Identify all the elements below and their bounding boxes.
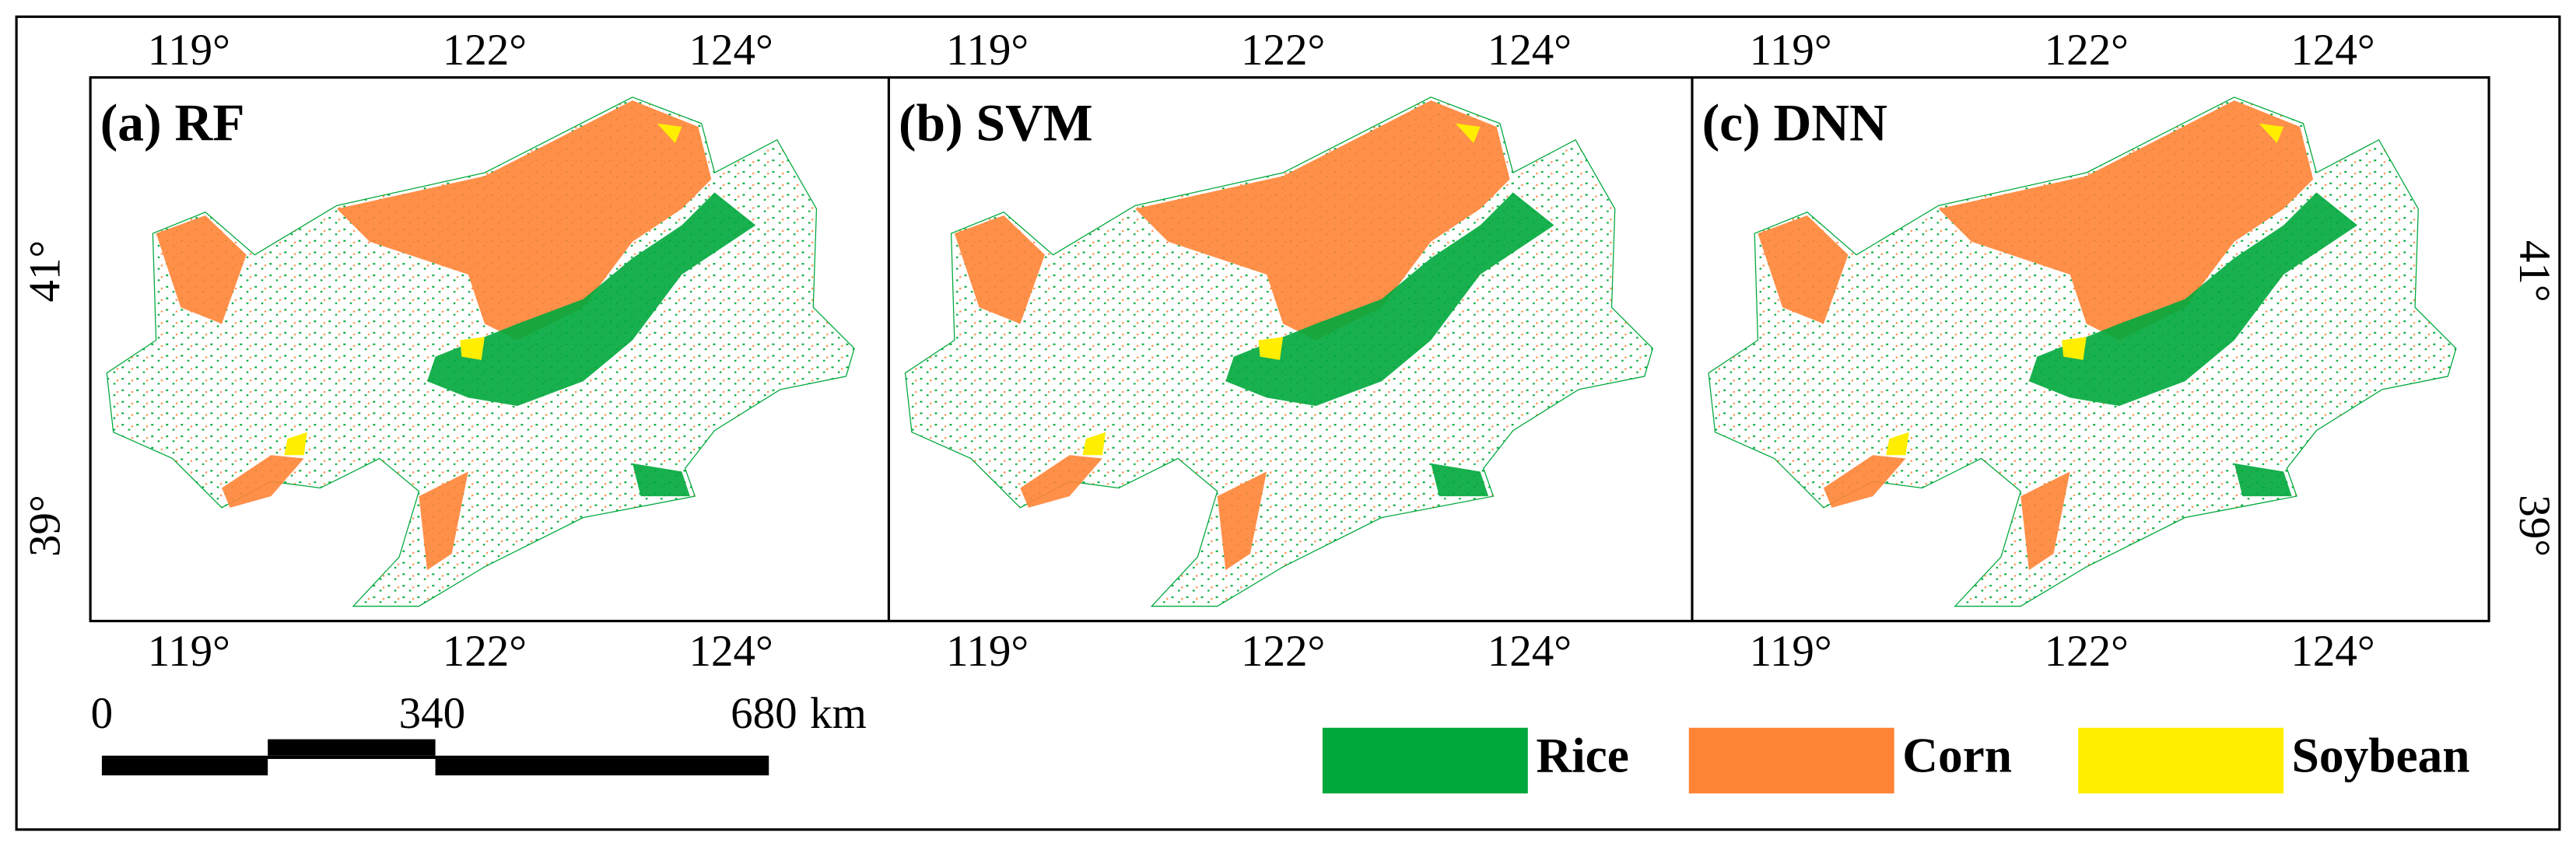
- lon-label: 124°: [689, 627, 773, 676]
- panel-title: (a) RF: [100, 94, 245, 152]
- rice-area: [1225, 192, 1554, 497]
- lat-label: 41°: [2510, 240, 2559, 303]
- lat-label: 39°: [20, 495, 69, 557]
- lon-label: 119°: [1750, 26, 1832, 75]
- corn-area: [156, 100, 712, 571]
- lon-label: 119°: [946, 26, 1029, 75]
- map-panel: [106, 96, 855, 607]
- scale-label: 0: [91, 689, 113, 738]
- map-panel: [904, 96, 1653, 607]
- outer-frame: [15, 15, 2561, 831]
- corn-area: [1758, 100, 2314, 571]
- legend-swatch: [2078, 727, 2284, 794]
- scale-segment: [101, 758, 268, 776]
- lon-label: 124°: [2290, 26, 2374, 75]
- map-frame: [89, 76, 2490, 623]
- lon-label: 122°: [1241, 26, 1325, 75]
- scale-label: 340: [399, 689, 466, 738]
- lon-label: 124°: [1488, 627, 1572, 676]
- rice-area: [2028, 192, 2358, 497]
- lon-label: 119°: [1750, 627, 1832, 676]
- lat-label: 41°: [20, 240, 69, 303]
- scale-unit: km: [810, 689, 867, 738]
- lon-label: 119°: [946, 627, 1029, 676]
- panel-title: (c) DNN: [1702, 94, 1887, 152]
- lon-label: 124°: [1488, 26, 1572, 75]
- scale-segment: [435, 758, 769, 776]
- rice-area: [427, 192, 756, 497]
- legend-label: Soybean: [2292, 729, 2470, 783]
- scale-label: 680: [731, 689, 797, 738]
- lon-label: 122°: [1241, 627, 1325, 676]
- legend-swatch: [1688, 727, 1894, 794]
- scale-line: [101, 755, 769, 759]
- legend-swatch: [1322, 727, 1528, 794]
- lon-label: 119°: [148, 26, 230, 75]
- lon-label: 122°: [2045, 627, 2129, 676]
- map-panel: [1708, 96, 2457, 607]
- corn-area: [954, 100, 1510, 571]
- lon-label: 122°: [443, 627, 527, 676]
- panel-title: (b) SVM: [899, 94, 1093, 152]
- lon-label: 122°: [443, 26, 527, 75]
- scale-segment: [268, 739, 436, 756]
- legend-label: Rice: [1536, 729, 1629, 783]
- legend-label: Corn: [1902, 729, 2012, 783]
- lat-label: 39°: [2510, 495, 2559, 557]
- lon-label: 124°: [2290, 627, 2374, 676]
- lon-label: 119°: [148, 627, 230, 676]
- lon-label: 124°: [689, 26, 773, 75]
- lon-label: 122°: [2045, 26, 2129, 75]
